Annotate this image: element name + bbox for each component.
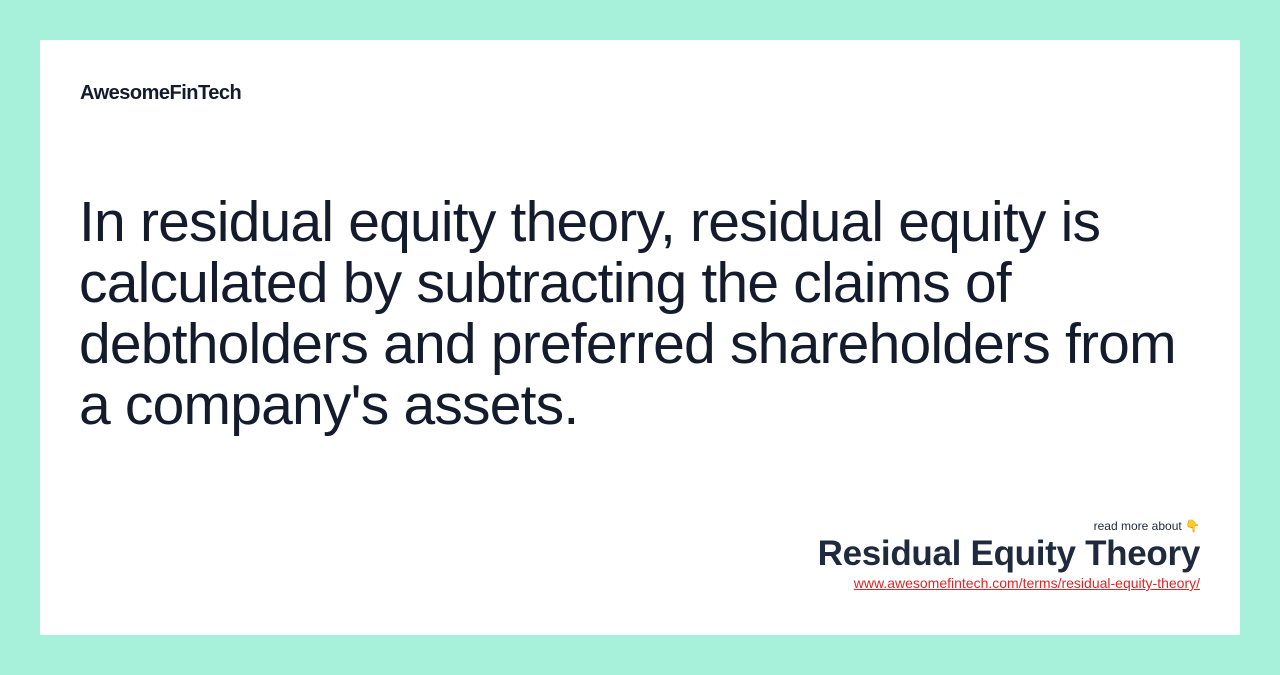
footer: read more about 👇 Residual Equity Theory… [817, 519, 1201, 593]
read-more-line: read more about 👇 [818, 519, 1200, 534]
read-more-label: read more about [1093, 519, 1182, 533]
brand-logo-text: AwesomeFinTech [80, 82, 242, 104]
topic-title: Residual Equity Theory [817, 534, 1201, 573]
topic-link[interactable]: www.awesomefintech.com/terms/residual-eq… [853, 575, 1200, 591]
pointing-down-icon: 👇 [1185, 519, 1200, 533]
content-card: AwesomeFinTech In residual equity theory… [40, 40, 1240, 635]
main-quote: In residual equity theory, residual equi… [79, 190, 1177, 437]
